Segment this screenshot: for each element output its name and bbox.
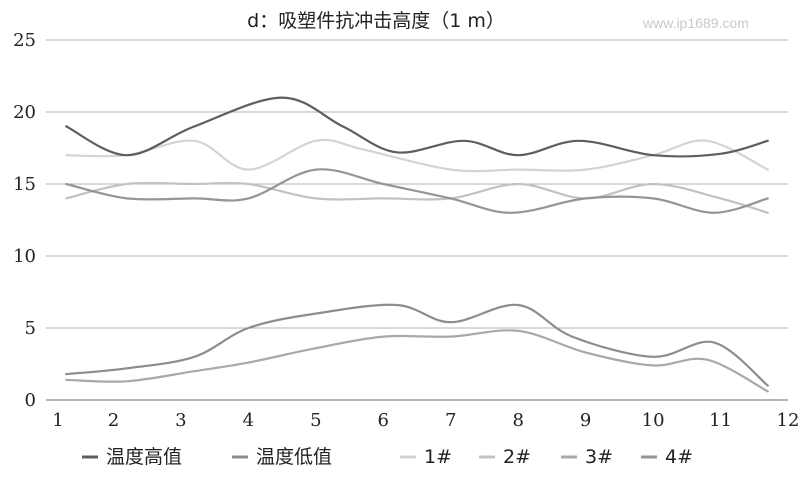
- x-tick-label: 2: [108, 410, 119, 431]
- legend-label: 1#: [424, 446, 452, 468]
- series-line-4: [65, 329, 769, 393]
- x-tick-label: 12: [777, 410, 800, 431]
- y-tick-label: 20: [13, 102, 36, 123]
- series-layer: [65, 96, 769, 393]
- x-tick-label: 3: [175, 410, 186, 431]
- series-line-0: [65, 96, 769, 158]
- series-line-5: [65, 168, 769, 214]
- x-tick-label: 11: [709, 410, 732, 431]
- x-tick-label: 5: [310, 410, 321, 431]
- x-tick-label: 4: [243, 410, 254, 431]
- legend-label: 温度高值: [106, 446, 182, 468]
- x-tick-label: 1: [52, 410, 63, 431]
- x-tick-label: 10: [642, 410, 665, 431]
- grid-layer: [46, 39, 788, 401]
- x-tick-label: 9: [580, 410, 591, 431]
- chart-title: d：吸塑件抗冲击高度（1 m）: [247, 10, 505, 32]
- legend-label: 2#: [503, 446, 531, 468]
- legend-label: 4#: [665, 446, 693, 468]
- x-tick-label: 7: [445, 410, 456, 431]
- series-line-1: [65, 303, 769, 387]
- watermark: www.ip1689.com: [642, 15, 749, 31]
- legend-label: 温度低值: [256, 446, 332, 468]
- x-tick-label: 8: [512, 410, 523, 431]
- legend-label: 3#: [585, 446, 613, 468]
- legend: 温度高值 温度低值 1# 2# 3# 4#: [82, 446, 693, 468]
- series-line-3: [65, 181, 769, 214]
- y-tick-label: 25: [13, 30, 36, 51]
- y-tick-label: 0: [25, 390, 36, 411]
- x-tick-label: 6: [378, 410, 389, 431]
- y-tick-label: 15: [13, 174, 36, 195]
- y-tick-label: 5: [25, 318, 36, 339]
- y-tick-label: 10: [13, 246, 36, 267]
